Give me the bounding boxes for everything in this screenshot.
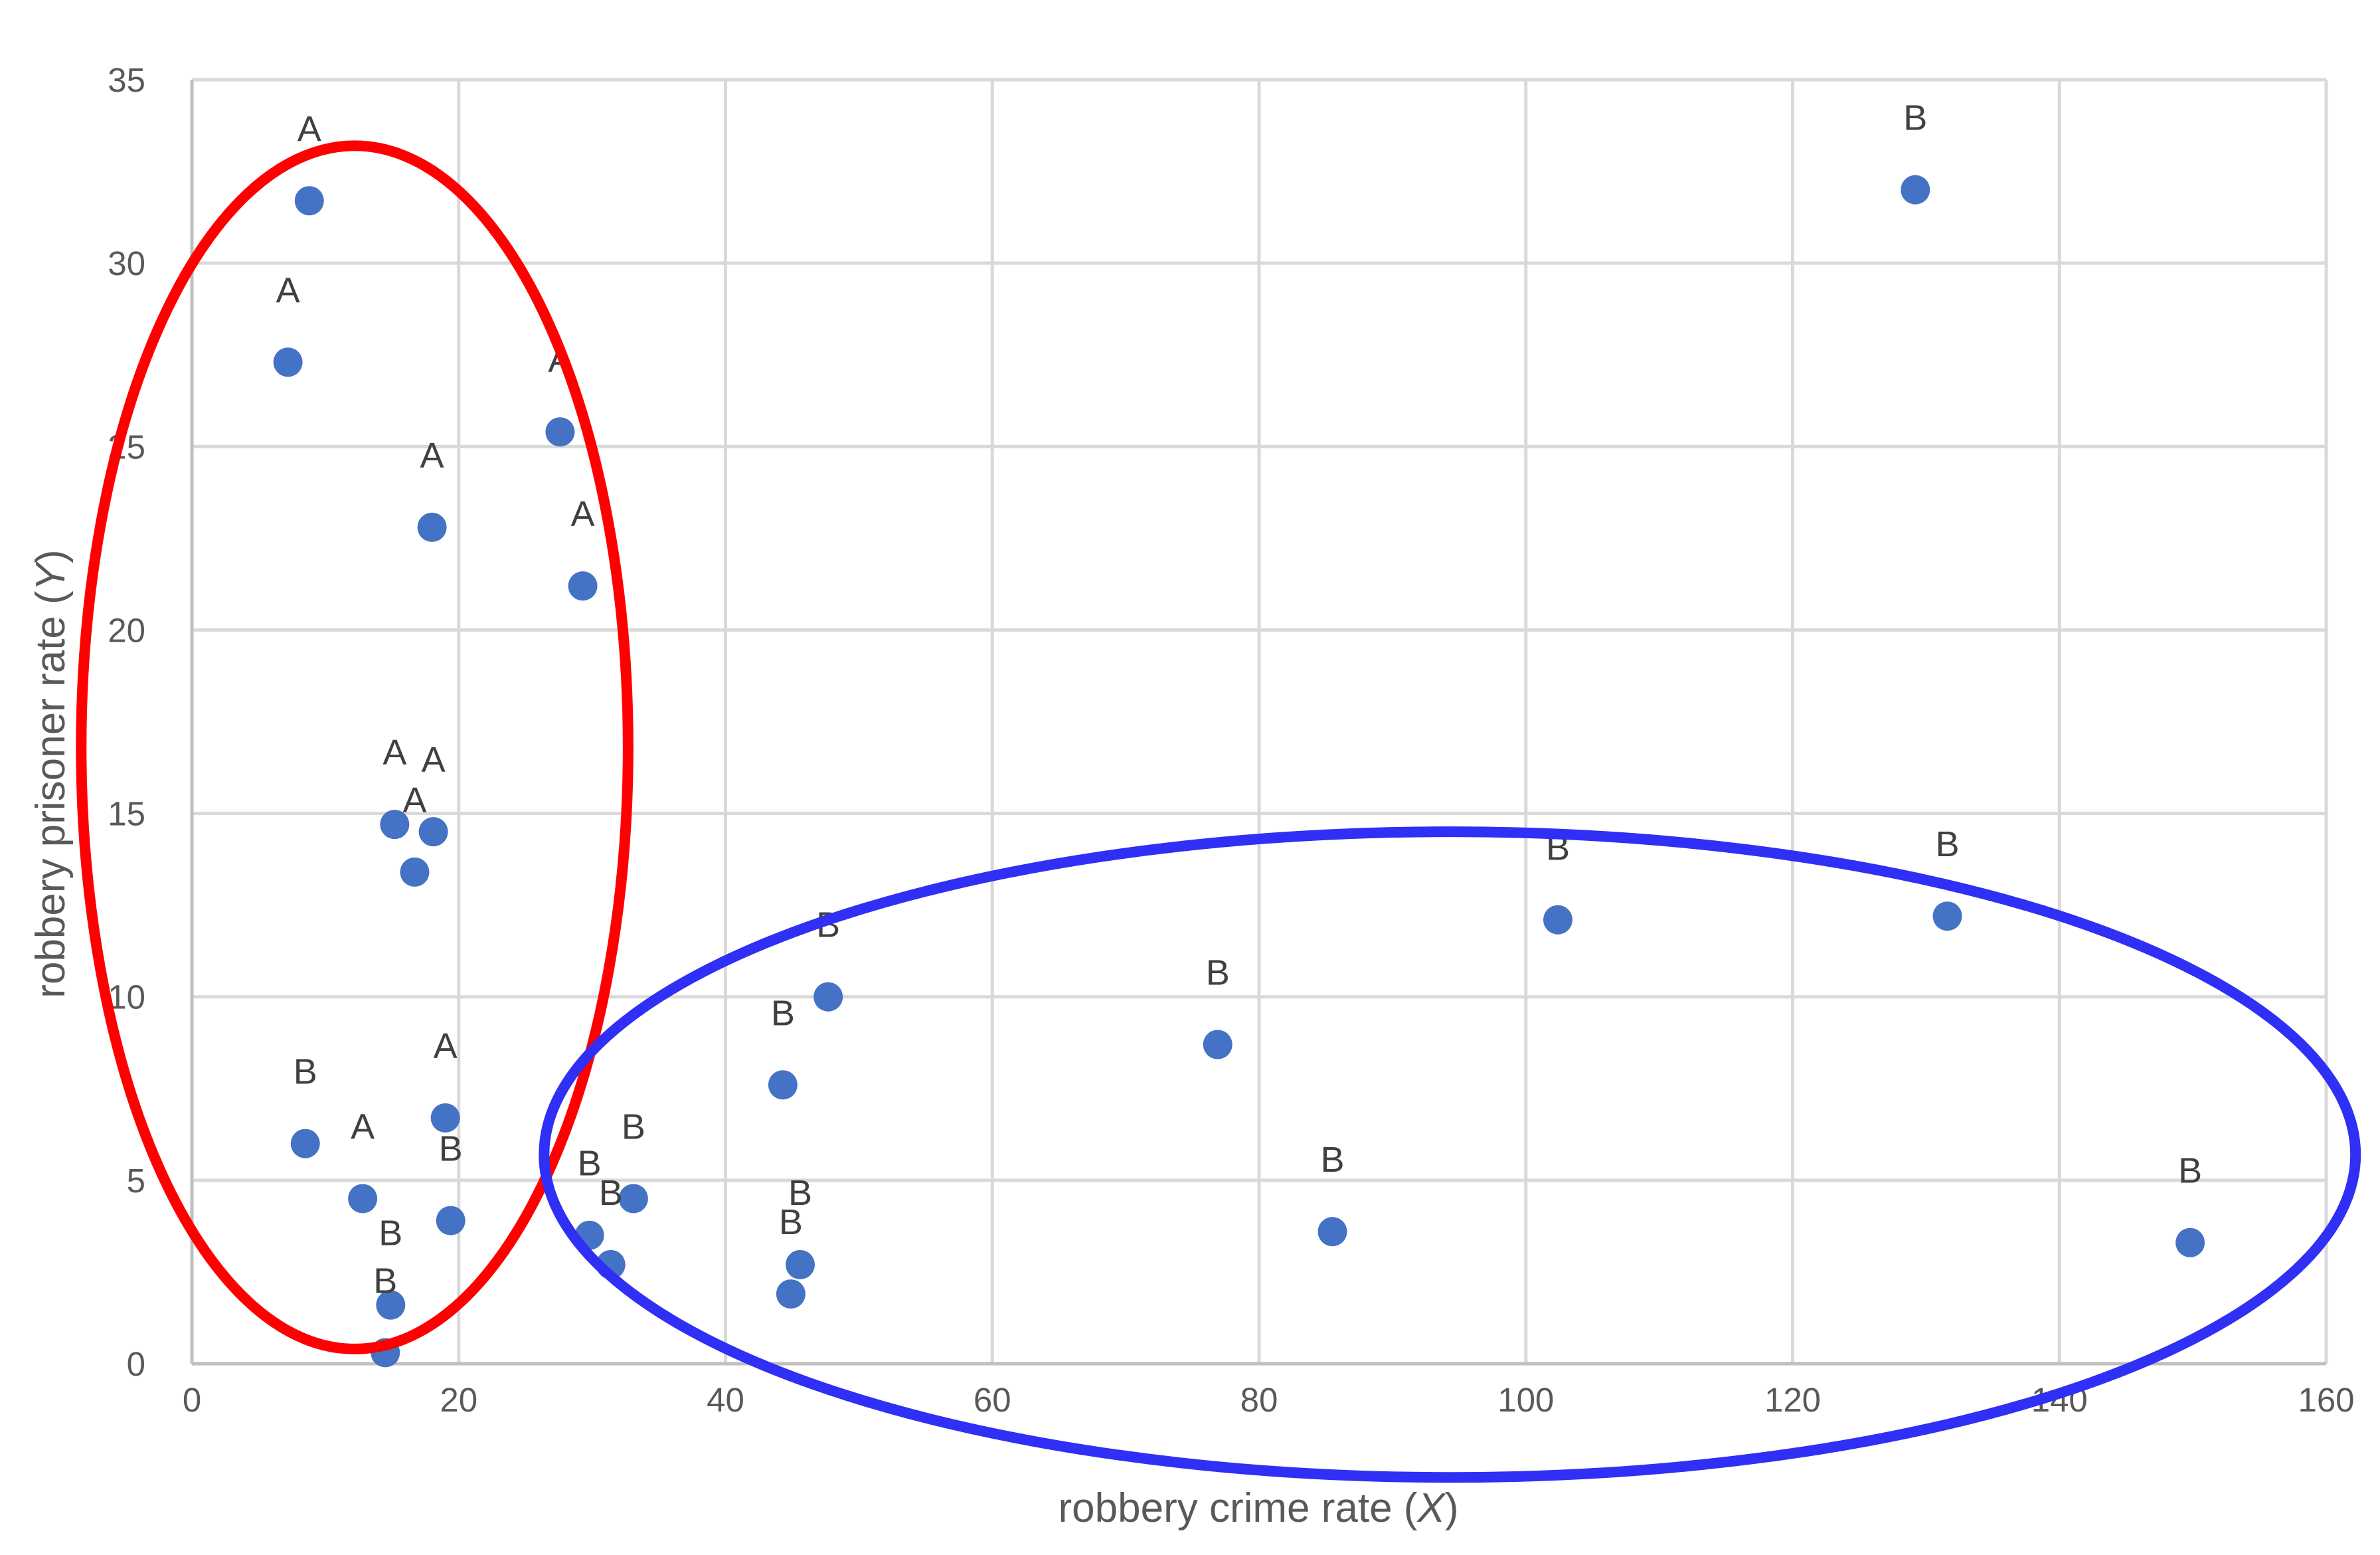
data-point — [1932, 901, 1962, 931]
highlight-ellipses — [76, 140, 2361, 1483]
data-point — [418, 817, 448, 847]
data-point-label: B — [294, 1052, 317, 1092]
data-point — [1203, 1030, 1232, 1059]
data-point-label: B — [599, 1173, 623, 1213]
data-point-label: B — [779, 1202, 803, 1242]
data-point — [1318, 1217, 1347, 1247]
data-point — [348, 1184, 378, 1214]
data-point — [294, 186, 324, 216]
data-point-label: B — [788, 1173, 812, 1213]
x-tick-label: 160 — [2298, 1381, 2354, 1419]
data-point-label: B — [1903, 98, 1927, 138]
data-point-label: A — [422, 740, 446, 780]
data-point — [813, 982, 843, 1012]
y-tick-label: 30 — [108, 244, 145, 282]
data-point-label: A — [351, 1107, 375, 1146]
gridlines — [192, 78, 2328, 1364]
data-point — [568, 571, 598, 601]
data-point-label: A — [420, 436, 444, 476]
data-point-label: A — [402, 780, 426, 820]
y-tick-label: 15 — [108, 795, 145, 833]
data-point-label: A — [382, 733, 406, 773]
y-tick-label: 20 — [108, 611, 145, 649]
data-point — [430, 1103, 460, 1133]
data-point — [785, 1249, 815, 1279]
data-point — [400, 857, 430, 887]
data-point — [273, 347, 303, 377]
data-point-label: B — [622, 1107, 645, 1146]
x-tick-labels: 0 20 40 60 80 100 120 140 160 — [183, 1381, 2355, 1419]
data-point-label: B — [379, 1214, 402, 1253]
data-point — [417, 512, 447, 542]
data-point — [2175, 1228, 2205, 1257]
data-point-label: A — [434, 1026, 458, 1066]
x-tick-label: 60 — [974, 1381, 1011, 1419]
data-point-label: B — [771, 993, 795, 1033]
y-axis-title: robbery prisoner rate (Y) — [28, 549, 74, 998]
data-point-label: B — [1320, 1140, 1344, 1180]
data-point-label: B — [2178, 1151, 2202, 1191]
data-point-label: B — [1935, 824, 1959, 864]
data-point-label: B — [1206, 953, 1230, 993]
x-tick-label: 80 — [1240, 1381, 1278, 1419]
data-point — [380, 810, 410, 840]
data-point-label: A — [298, 109, 321, 149]
y-tick-label: 10 — [108, 978, 145, 1016]
data-point-label: B — [439, 1129, 463, 1169]
data-point — [618, 1184, 648, 1214]
data-point — [1543, 905, 1572, 935]
y-tick-label: 0 — [127, 1345, 145, 1383]
x-tick-label: 20 — [440, 1381, 477, 1419]
highlight-ellipse — [76, 140, 634, 1354]
x-tick-label: 120 — [1764, 1381, 1821, 1419]
data-point — [776, 1279, 806, 1309]
x-tick-label: 40 — [707, 1381, 744, 1419]
y-tick-label: 5 — [127, 1162, 145, 1200]
highlight-ellipse — [539, 826, 2361, 1483]
data-point — [768, 1070, 798, 1100]
data-point — [376, 1290, 406, 1320]
axes — [190, 80, 2326, 1366]
data-point-label: B — [578, 1144, 602, 1184]
data-point-label: B — [373, 1261, 397, 1301]
y-tick-label: 35 — [108, 61, 145, 99]
x-tick-label: 0 — [183, 1381, 201, 1419]
data-point-label: A — [276, 270, 300, 310]
data-point — [290, 1129, 320, 1158]
x-tick-label: 100 — [1497, 1381, 1554, 1419]
data-point — [545, 417, 575, 447]
data-point — [436, 1206, 466, 1235]
data-point-label: A — [571, 494, 595, 534]
x-axis-title: robbery crime rate (X) — [1059, 1485, 1459, 1531]
data-point — [1901, 175, 1930, 205]
